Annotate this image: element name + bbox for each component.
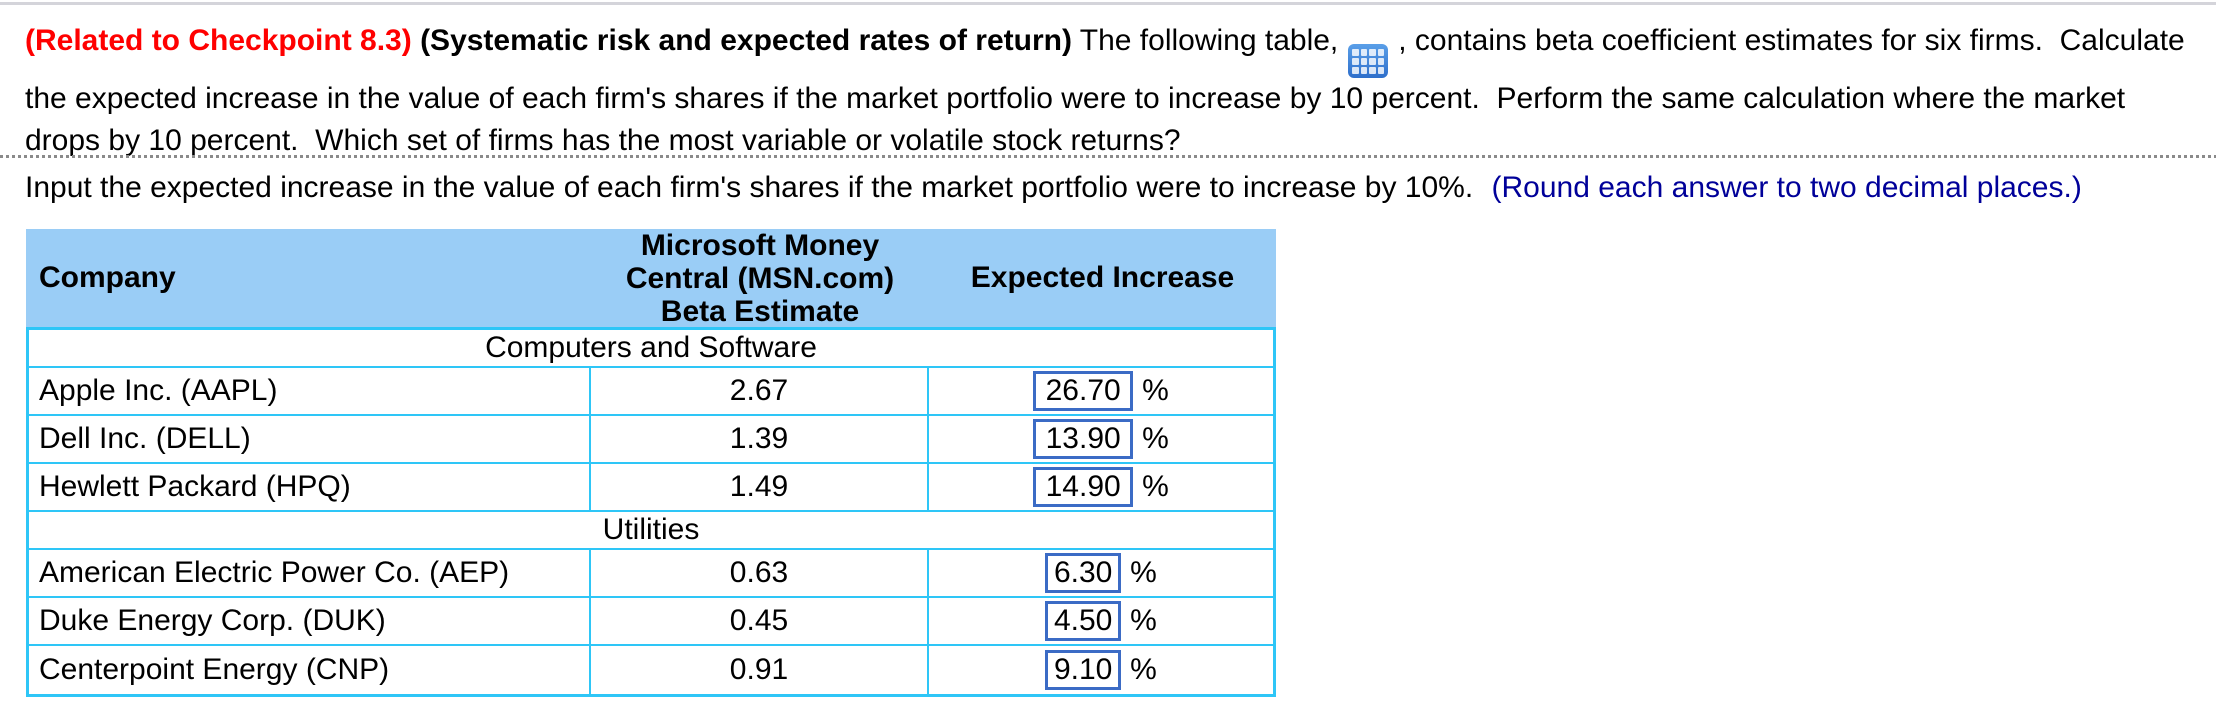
table-row: Hewlett Packard (HPQ) 1.49 %	[29, 464, 1273, 512]
percent-label: %	[1130, 653, 1157, 686]
header-beta-line3: Beta Estimate	[660, 294, 860, 328]
table-row: Apple Inc. (AAPL) 2.67 %	[29, 368, 1273, 416]
expected-increase-input-hpq[interactable]	[1033, 467, 1134, 507]
company-cell: Hewlett Packard (HPQ)	[29, 464, 591, 510]
section-label-computers: Computers and Software	[29, 330, 1273, 368]
percent-label: %	[1142, 422, 1169, 455]
company-cell: Dell Inc. (DELL)	[29, 416, 591, 462]
topic-label: (Systematic risk and expected rates of r…	[420, 24, 1072, 57]
table-row: Duke Energy Corp. (DUK) 0.45 %	[29, 598, 1273, 646]
beta-cell: 0.63	[591, 550, 929, 596]
statement-before-icon: The following table,	[1079, 24, 1339, 57]
header-beta-line1: Microsoft Money	[640, 228, 880, 262]
instruction-line: Input the expected increase in the value…	[25, 168, 2198, 208]
header-beta-line2: Central (MSN.com)	[625, 261, 895, 295]
instruction-text: Input the expected increase in the value…	[25, 171, 1474, 204]
expected-increase-input-cnp[interactable]	[1045, 650, 1122, 690]
problem-statement: (Related to Checkpoint 8.3) (Systematic …	[25, 20, 2198, 162]
section-divider	[0, 155, 2216, 158]
company-cell: American Electric Power Co. (AEP)	[29, 550, 591, 596]
top-rule	[0, 2, 2216, 5]
expected-increase-input-dell[interactable]	[1033, 419, 1134, 459]
expected-cell: %	[929, 598, 1273, 644]
beta-cell: 2.67	[591, 368, 929, 414]
table-icon[interactable]	[1348, 44, 1389, 78]
table-icon-grid	[1352, 49, 1385, 74]
checkpoint-label: (Related to Checkpoint 8.3)	[25, 24, 412, 57]
section-label-utilities: Utilities	[29, 512, 1273, 550]
company-cell: Duke Energy Corp. (DUK)	[29, 598, 591, 644]
beta-cell: 1.49	[591, 464, 929, 510]
expected-increase-input-aapl[interactable]	[1033, 371, 1134, 411]
expected-cell: %	[929, 416, 1273, 462]
percent-label: %	[1130, 604, 1157, 637]
expected-cell: %	[929, 550, 1273, 596]
rounding-hint: (Round each answer to two decimal places…	[1491, 171, 2082, 204]
percent-label: %	[1130, 556, 1157, 589]
percent-label: %	[1142, 374, 1169, 407]
company-cell: Centerpoint Energy (CNP)	[29, 646, 591, 694]
expected-cell: %	[929, 368, 1273, 414]
beta-cell: 0.91	[591, 646, 929, 694]
header-expected-increase: Expected Increase	[970, 261, 1235, 294]
header-beta-estimate: Microsoft Money Central (MSN.com) Beta E…	[591, 228, 929, 328]
header-company: Company	[39, 261, 176, 294]
beta-cell: 1.39	[591, 416, 929, 462]
table-row: American Electric Power Co. (AEP) 0.63 %	[29, 550, 1273, 598]
table-row: Dell Inc. (DELL) 1.39 %	[29, 416, 1273, 464]
expected-increase-input-duk[interactable]	[1045, 601, 1122, 641]
table-header-row: Company Microsoft Money Central (MSN.com…	[26, 228, 1276, 328]
expected-cell: %	[929, 646, 1273, 694]
table-row: Centerpoint Energy (CNP) 0.91 %	[29, 646, 1273, 694]
expected-cell: %	[929, 464, 1273, 510]
company-cell: Apple Inc. (AAPL)	[29, 368, 591, 414]
beta-table: Company Microsoft Money Central (MSN.com…	[26, 229, 1276, 697]
percent-label: %	[1142, 470, 1169, 503]
expected-increase-input-aep[interactable]	[1045, 553, 1122, 593]
statement-after-icon: , contains beta coefficient estimates fo…	[25, 24, 2194, 157]
beta-cell: 0.45	[591, 598, 929, 644]
table-body: Computers and Software Apple Inc. (AAPL)…	[26, 327, 1276, 697]
